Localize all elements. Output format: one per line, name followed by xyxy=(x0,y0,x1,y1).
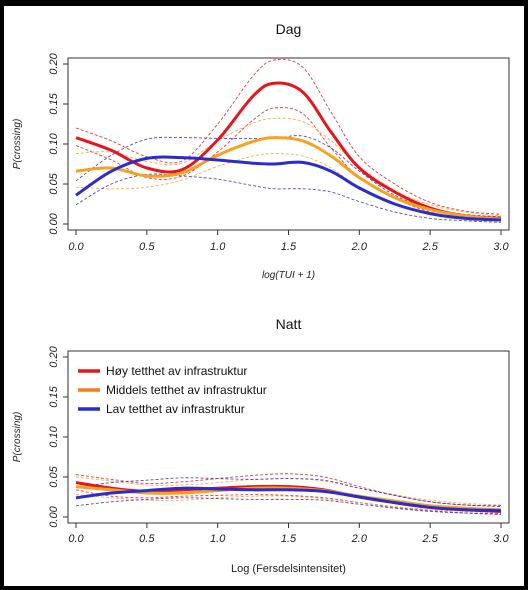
chart1-y-tick-label: 0.10 xyxy=(48,132,60,154)
chart2-low-lower-ci-line xyxy=(75,497,502,515)
figure: Dag 0.0 0.5 1.0 1.5 2.0 2.5 3.0 0.00 0.05 0.10 0.15… xyxy=(4,6,524,586)
chart1-x-tick-label: 1.5 xyxy=(281,241,297,253)
chart1-medium-series-line xyxy=(75,136,502,221)
chart2-high-upper-ci-line xyxy=(75,473,502,508)
chart2-low-upper-ci-line xyxy=(75,477,502,507)
chart2-medium-lower-ci-line xyxy=(75,494,502,514)
chart2-low-series-line xyxy=(75,486,502,513)
chart1-medium-lower-ci-line xyxy=(75,153,502,222)
chart2-legend-label: Lav tetthet av infrastruktur xyxy=(106,402,245,416)
chart2-x-tick-label: 1.0 xyxy=(210,533,226,545)
chart2-medium-upper-ci-line xyxy=(75,476,502,506)
chart2-x-tick-label: 1.5 xyxy=(281,533,297,545)
chart2-title: Natt xyxy=(276,316,302,332)
chart2-x-tick-label: 0.0 xyxy=(68,533,84,545)
chart1-medium-upper-ci-line xyxy=(75,117,502,217)
chart2-y-tick-label: 0.05 xyxy=(48,465,60,487)
chart1-low-lower-ci-line xyxy=(75,173,502,223)
chart1-x-tick-label: 0.5 xyxy=(139,241,155,253)
chart2-y-axis-label: P(crossing) xyxy=(12,412,23,463)
chart2-x-tick-label: 0.5 xyxy=(139,533,155,545)
chart1-x-tick-label: 3.0 xyxy=(493,241,509,253)
chart1-x-tick-label: 0.0 xyxy=(68,241,84,253)
chart1-x-tick-label: 1.0 xyxy=(210,241,226,253)
chart2-y-tick-label: 0.15 xyxy=(48,385,60,407)
chart2-x-tick-label: 2.5 xyxy=(422,533,439,545)
chart1-x-axis-label: log(TUI + 1) xyxy=(262,270,315,281)
chart2-x-tick-label: 3.0 xyxy=(493,533,509,545)
chart1-y-tick-label: 0.20 xyxy=(48,52,60,74)
chart2-y-tick-label: 0.20 xyxy=(48,345,60,367)
chart2-medium-series-line xyxy=(75,485,502,512)
chart2-legend-label: Middels tetthet av infrastruktur xyxy=(106,383,267,397)
chart1-high-series-line xyxy=(75,81,502,220)
chart1-low-series-line xyxy=(75,155,502,222)
chart-canvas: Dag 0.0 0.5 1.0 1.5 2.0 2.5 3.0 0.00 0.05 0.10 0.15… xyxy=(12,21,510,575)
chart2-y-tick-label: 0.10 xyxy=(48,425,60,447)
chart2-x-tick-label: 2.0 xyxy=(351,533,368,545)
chart1-high-upper-ci-line xyxy=(75,58,502,215)
chart1-high-lower-ci-line xyxy=(75,107,502,222)
chart1-x-tick-label: 2.0 xyxy=(351,241,368,253)
chart1-low-upper-ci-line xyxy=(75,135,502,218)
chart2-x-axis-label: Log (Fersdelsintensitet) xyxy=(231,563,346,575)
chart2-legend-label: Høy tetthet av infrastruktur xyxy=(106,364,247,378)
chart1-y-tick-label: 0.05 xyxy=(48,172,60,194)
chart1-y-tick-label: 0.00 xyxy=(48,212,60,234)
chart2-y-tick-label: 0.00 xyxy=(48,505,60,527)
chart1-y-axis-label: P(crossing) xyxy=(12,119,23,170)
chart1-title: Dag xyxy=(276,21,302,37)
chart2-high-lower-ci-line xyxy=(75,489,502,516)
chart1-y-tick-label: 0.15 xyxy=(48,92,60,114)
chart1-x-tick-label: 2.5 xyxy=(422,241,439,253)
